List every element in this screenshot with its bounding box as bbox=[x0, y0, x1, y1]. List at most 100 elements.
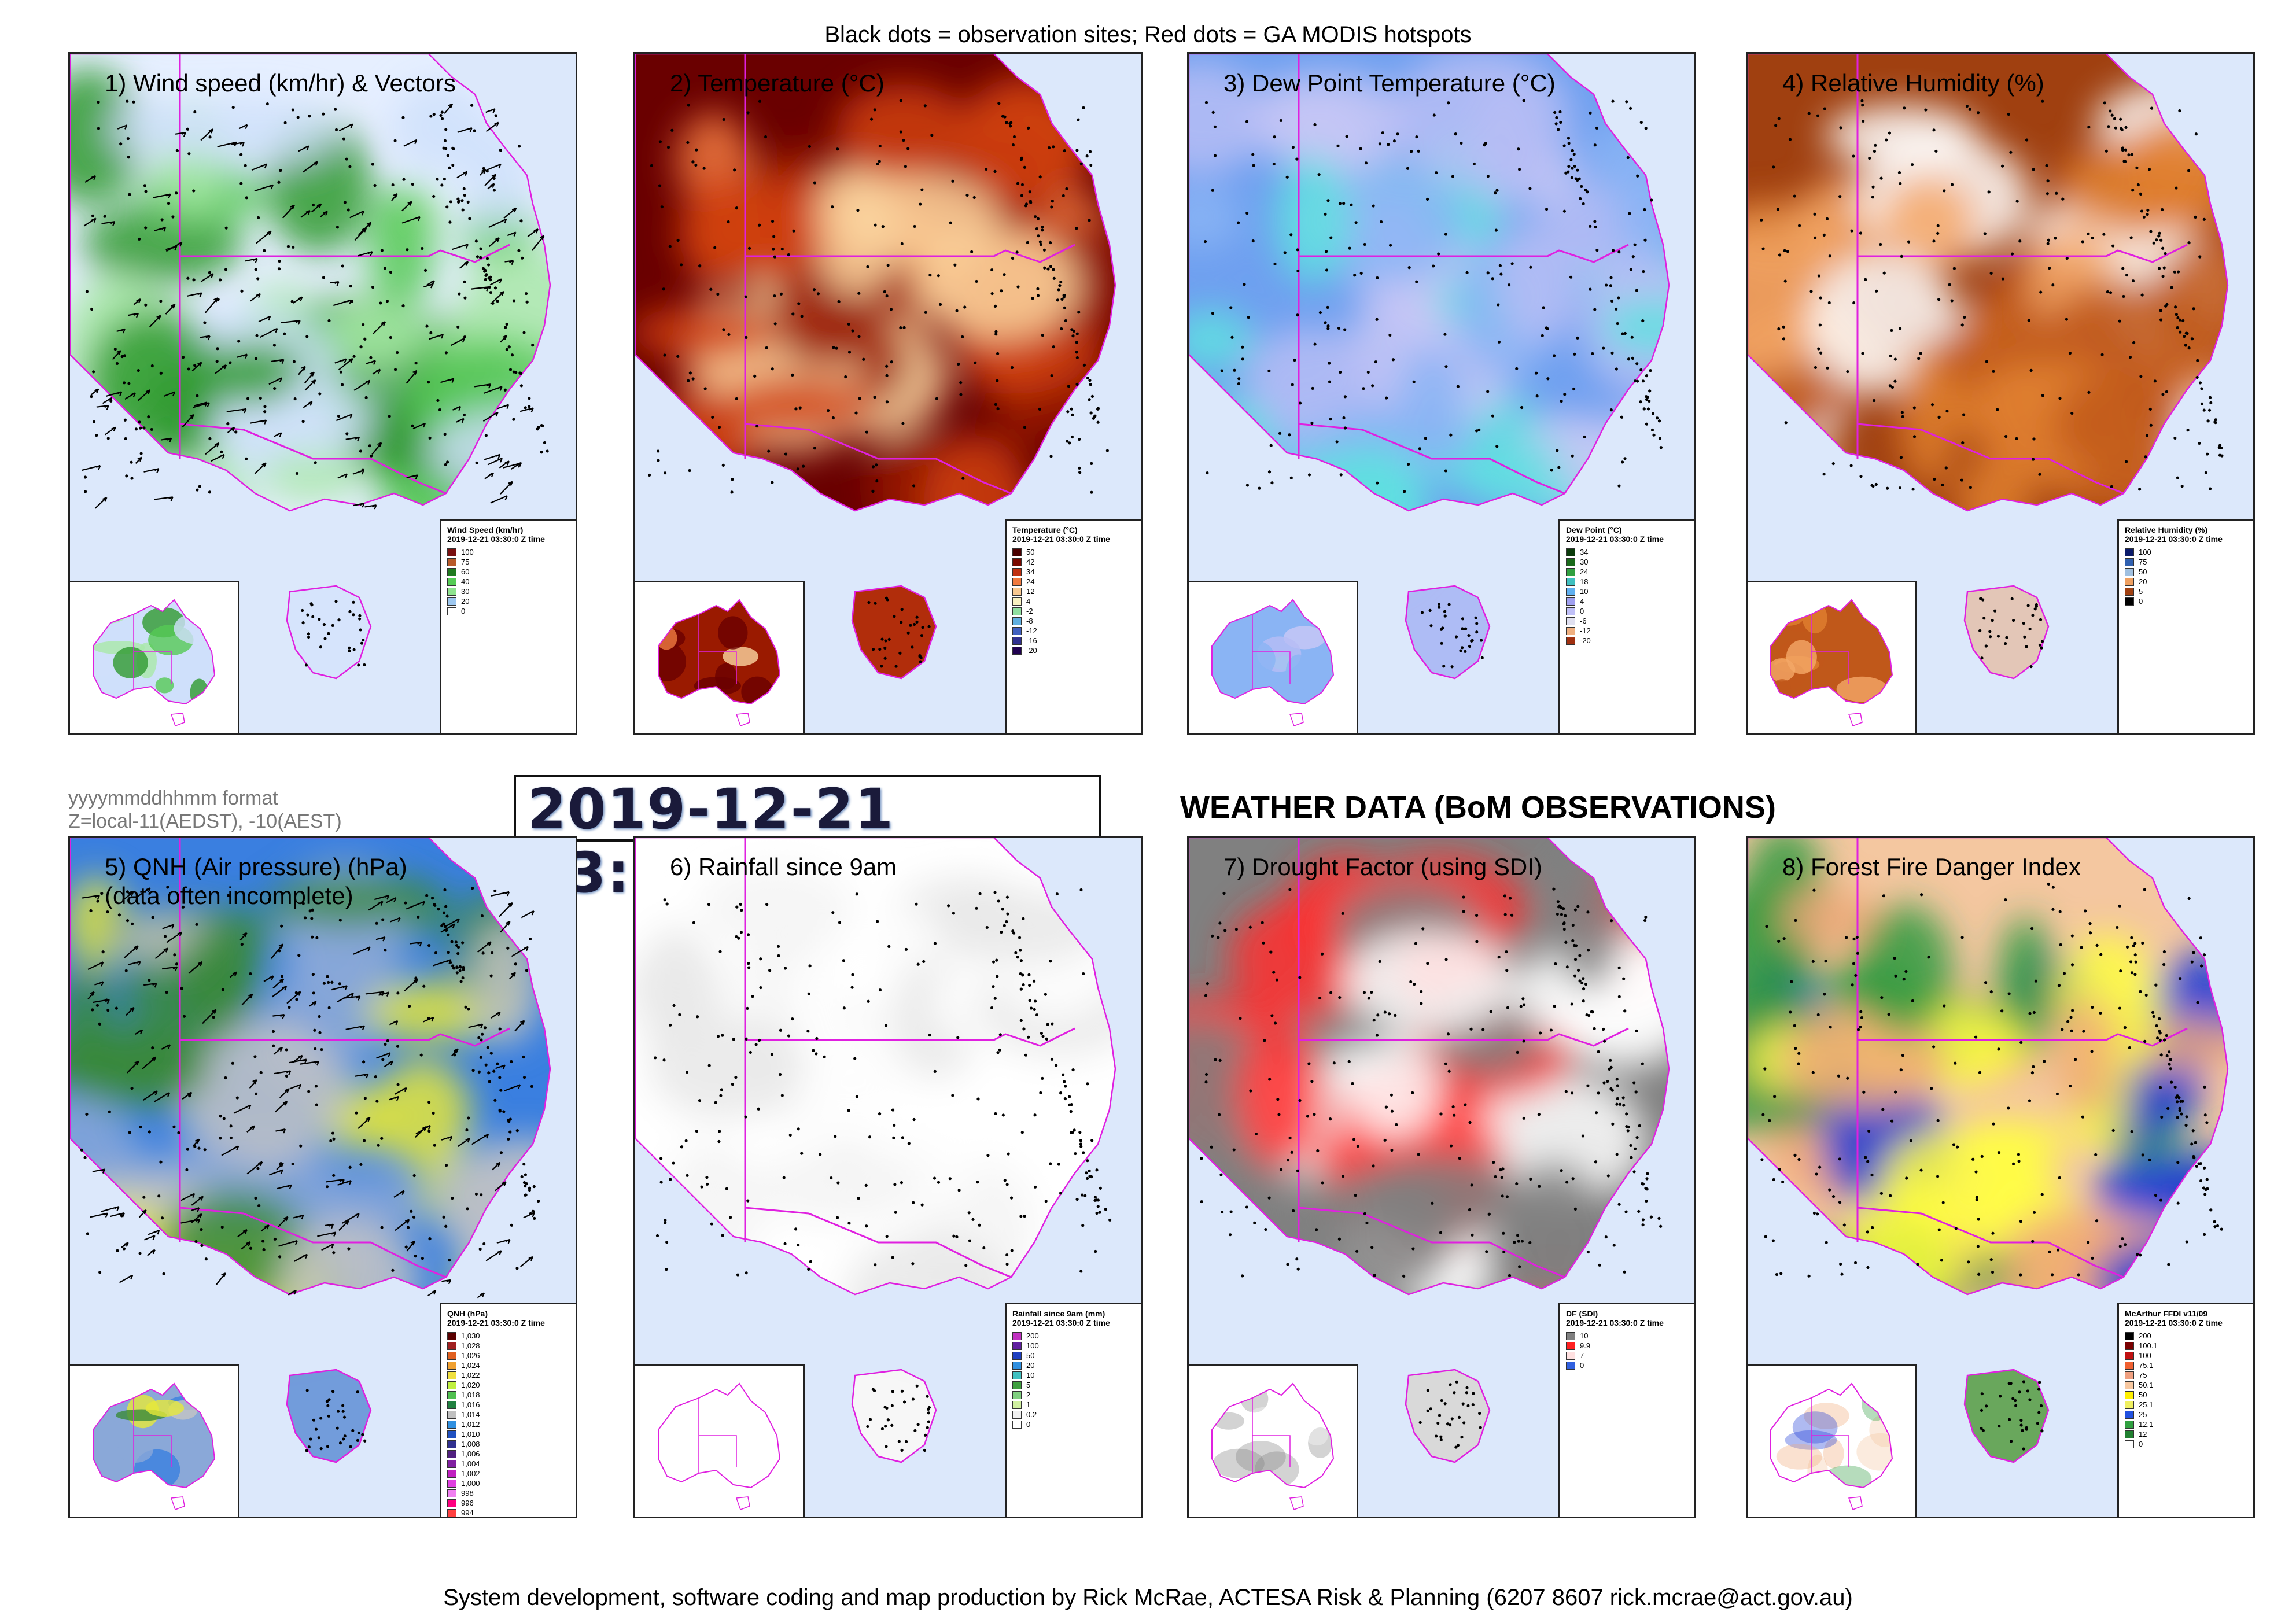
observation-dot bbox=[2199, 1179, 2203, 1183]
observation-dot bbox=[1797, 1157, 1801, 1161]
legend-label: 20 bbox=[461, 597, 470, 606]
observation-dot bbox=[2022, 1447, 2025, 1451]
wind-arrow bbox=[191, 362, 202, 372]
observation-dot bbox=[2011, 1162, 2015, 1166]
observation-dot bbox=[776, 945, 780, 948]
wind-arrow bbox=[245, 257, 258, 263]
observation-dot bbox=[892, 1136, 895, 1139]
observation-dot bbox=[446, 154, 449, 157]
observation-dot bbox=[1276, 1098, 1280, 1101]
observation-dot bbox=[1248, 925, 1252, 929]
inset-blob bbox=[658, 642, 687, 682]
legend-item: 1,014 bbox=[447, 1410, 570, 1419]
legend-title: DF (SDI) bbox=[1566, 1309, 1598, 1318]
observation-dot bbox=[2194, 215, 2197, 219]
state-borders bbox=[1856, 54, 2188, 495]
observation-dot bbox=[507, 345, 511, 349]
observation-dot bbox=[1261, 921, 1264, 924]
observation-dot bbox=[461, 976, 465, 980]
observation-dot bbox=[126, 99, 129, 103]
observation-dot bbox=[1797, 1052, 1801, 1055]
wind-arrow bbox=[390, 917, 401, 923]
observation-dot bbox=[1088, 219, 1091, 222]
observation-dot bbox=[2004, 898, 2007, 902]
observation-dot bbox=[474, 1192, 478, 1196]
observation-dot bbox=[1837, 1074, 1841, 1078]
observation-dot bbox=[1627, 1125, 1630, 1129]
wind-arrow bbox=[479, 169, 487, 176]
observation-dot bbox=[1778, 253, 1782, 257]
observation-dot bbox=[2164, 252, 2167, 256]
observation-dot bbox=[1562, 209, 1566, 213]
observation-dot bbox=[1831, 462, 1835, 466]
observation-dot bbox=[474, 239, 478, 243]
observation-dot bbox=[1573, 352, 1576, 356]
observation-dot bbox=[1325, 268, 1329, 272]
observation-dot bbox=[1645, 422, 1649, 426]
observation-dot bbox=[901, 1136, 904, 1139]
wind-arrow bbox=[514, 1020, 525, 1032]
legend-swatch bbox=[1012, 1420, 1022, 1429]
observation-dot bbox=[719, 1094, 723, 1097]
observation-dot bbox=[1443, 610, 1447, 613]
observation-dot bbox=[1234, 928, 1238, 931]
observation-dot bbox=[659, 1157, 663, 1160]
observation-dot bbox=[1044, 993, 1047, 996]
observation-dot bbox=[2194, 132, 2198, 136]
wind-arrow bbox=[371, 442, 382, 455]
legend-label: 100.1 bbox=[2139, 1341, 2158, 1350]
field-blob bbox=[680, 172, 760, 287]
observation-dot bbox=[1062, 194, 1065, 197]
wind-arrow bbox=[94, 981, 104, 986]
observation-dot bbox=[2198, 381, 2202, 385]
observation-dot bbox=[2173, 305, 2177, 309]
observation-dot bbox=[200, 1244, 204, 1248]
observation-dot bbox=[1643, 238, 1647, 242]
observation-dot bbox=[1295, 1257, 1299, 1261]
observation-dot bbox=[867, 600, 871, 604]
observation-dot bbox=[2051, 283, 2055, 287]
inset-blob bbox=[117, 1437, 153, 1463]
observation-dot bbox=[669, 1023, 672, 1027]
legend-swatch bbox=[447, 567, 456, 576]
observation-dot bbox=[2132, 341, 2136, 345]
wind-arrow bbox=[433, 959, 452, 967]
observation-dot bbox=[1899, 182, 1902, 186]
observation-dot bbox=[1559, 120, 1562, 124]
legend-item: 5 bbox=[2125, 587, 2247, 596]
observation-dot bbox=[1655, 416, 1659, 420]
observation-dot bbox=[1088, 150, 1092, 153]
observation-dot bbox=[819, 1153, 822, 1156]
observation-dot bbox=[491, 951, 494, 955]
field-blob bbox=[1748, 446, 1858, 580]
observation-dot bbox=[1338, 202, 1342, 205]
observation-dot bbox=[1387, 143, 1390, 146]
observation-dot bbox=[1403, 490, 1406, 493]
observation-dot bbox=[755, 425, 759, 428]
observation-dot bbox=[959, 393, 963, 396]
observation-dot bbox=[1269, 444, 1273, 447]
observation-dot bbox=[1943, 189, 1946, 193]
wind-arrow bbox=[440, 378, 455, 383]
observation-dot bbox=[525, 292, 528, 296]
observation-dot bbox=[1093, 1198, 1097, 1202]
observation-dot bbox=[1819, 351, 1823, 355]
observation-dot bbox=[2105, 149, 2108, 153]
observation-dot bbox=[1616, 322, 1619, 326]
observation-dot bbox=[1501, 1167, 1505, 1171]
observation-dot bbox=[1313, 1113, 1316, 1116]
observation-dot bbox=[151, 1046, 154, 1050]
observation-dot bbox=[899, 130, 902, 134]
observation-dot bbox=[884, 639, 887, 643]
observation-dot bbox=[117, 913, 121, 917]
observation-dot bbox=[1825, 217, 1829, 220]
observation-dot bbox=[727, 220, 730, 224]
border-qld-nsw bbox=[745, 1027, 1075, 1047]
wind-arrow bbox=[276, 1162, 284, 1170]
observation-dot bbox=[700, 1185, 703, 1189]
observation-dot bbox=[792, 229, 795, 233]
observation-dot bbox=[1645, 1177, 1649, 1181]
observation-dot bbox=[1063, 306, 1067, 309]
observation-dot bbox=[664, 1221, 667, 1224]
observation-dot bbox=[2136, 1253, 2139, 1256]
